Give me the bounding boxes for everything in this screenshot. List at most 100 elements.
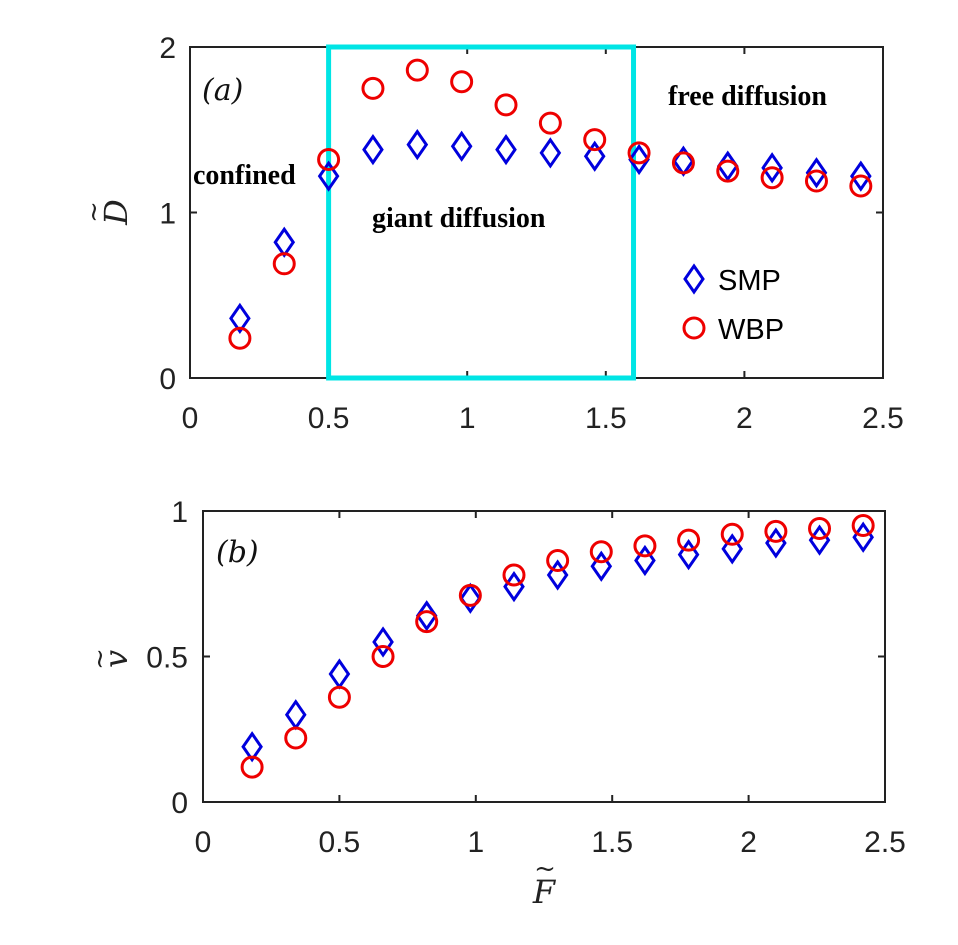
panel-a-x-tick-label: 0.5 (308, 402, 350, 435)
annotation-giant-diffusion: giant diffusion (372, 203, 546, 234)
data-point-wbp (808, 516, 832, 540)
data-point-wbp (677, 528, 701, 552)
data-point-wbp (546, 548, 570, 572)
panel-b-x-tick-label: 0 (195, 826, 212, 859)
data-point-wbp (494, 93, 518, 117)
panel-b: 0 0.5 1 1.5 2 2.5 00.51 (b) v ~ F ~ (85, 496, 906, 911)
data-point-wbp (764, 519, 788, 543)
panel-b-y-ticks: 00.51 (146, 496, 885, 820)
panel-b-xlabel-symbol: F (532, 873, 557, 911)
data-point-smp (590, 550, 613, 582)
data-point-wbp (317, 148, 341, 172)
panel-a-y-tick-label: 1 (159, 198, 176, 231)
panel-b-y-axis-label: v ~ (85, 648, 135, 670)
data-point-smp (415, 600, 438, 632)
annotation-free-diffusion: free diffusion (668, 81, 827, 112)
panel-a-x-tick-label: 0 (182, 402, 199, 435)
panel-b-ylabel-symbol: v (97, 650, 135, 668)
data-point-smp (362, 133, 384, 166)
panel-b-x-tick-label: 1.5 (591, 826, 633, 859)
data-point-wbp (760, 166, 784, 190)
data-point-wbp (228, 326, 252, 350)
panel-a-y-tick-label: 0 (159, 363, 176, 396)
data-point-wbp (284, 726, 308, 750)
panel-a-data-points (228, 58, 873, 350)
data-point-wbp (851, 514, 875, 538)
panel-b-x-ticks: 0 0.5 1 1.5 2 2.5 (195, 511, 906, 859)
data-point-smp (852, 521, 875, 553)
data-point-smp (241, 731, 263, 763)
data-point-smp (284, 699, 307, 731)
panel-b-x-tick-label: 2.5 (864, 826, 906, 859)
data-point-wbp (272, 252, 296, 276)
legend-label-smp: SMP (718, 265, 781, 297)
legend-smp-diamond-marker (683, 263, 705, 295)
legend-wbp-circle-marker (682, 316, 706, 340)
data-point-smp (406, 129, 429, 161)
highlight-rectangle (326, 44, 637, 381)
data-point-smp (805, 157, 828, 189)
panel-b-x-tick-label: 2 (740, 826, 757, 859)
data-point-wbp (361, 76, 385, 100)
data-point-smp (628, 143, 650, 176)
data-point-smp (583, 140, 606, 172)
data-point-wbp (405, 58, 429, 82)
data-point-smp (721, 533, 744, 565)
panel-b-x-tick-label: 1 (467, 826, 484, 859)
panel-b-y-tick-label: 0.5 (146, 642, 188, 675)
panel-a-ylabel-tilde: ~ (79, 201, 109, 223)
panel-b-ylabel-tilde: ~ (85, 648, 115, 670)
data-point-smp (372, 626, 394, 658)
data-point-smp (849, 160, 872, 192)
data-point-smp (503, 571, 525, 603)
data-point-wbp (583, 128, 607, 152)
panel-b-data-points (240, 514, 875, 779)
panel-a-x-tick-label: 1.5 (585, 402, 627, 435)
data-point-wbp (327, 685, 351, 709)
panel-a-ylabel-symbol: D (97, 199, 135, 226)
data-point-smp (761, 152, 783, 184)
data-point-wbp (240, 755, 264, 779)
data-point-smp (273, 226, 296, 258)
panel-a-x-tick-label: 2 (736, 402, 753, 435)
data-point-smp (677, 539, 700, 571)
data-point-smp (328, 658, 351, 690)
data-point-smp (450, 130, 473, 162)
data-point-smp (546, 559, 569, 591)
data-point-wbp (458, 583, 482, 607)
annotation-confined: confined (193, 160, 296, 191)
panel-a-y-tick-label: 2 (159, 32, 176, 65)
panel-a-x-ticks: 0 0.5 1 1.5 2 2.5 (182, 47, 904, 435)
giant-diffusion-highlight-box (326, 44, 637, 381)
data-point-wbp (720, 522, 744, 546)
panel-b-axes-box (202, 510, 886, 803)
data-point-smp (229, 302, 251, 335)
legend: SMP WBP (682, 263, 784, 346)
data-point-smp (317, 160, 340, 192)
data-point-wbp (450, 70, 474, 94)
data-point-wbp (502, 563, 526, 587)
data-point-wbp (849, 174, 873, 198)
data-point-smp (765, 527, 787, 559)
panel-b-label: (b) (216, 535, 259, 570)
data-point-smp (808, 524, 831, 556)
data-point-smp (539, 137, 562, 169)
data-point-smp (459, 582, 482, 614)
data-point-wbp (633, 534, 657, 558)
panel-b-x-tick-label: 0.5 (319, 826, 361, 859)
panel-a-x-tick-label: 1 (459, 402, 476, 435)
panel-b-y-tick-label: 0 (171, 787, 188, 820)
panel-b-xlabel-tilde: ~ (534, 854, 556, 884)
legend-label-wbp: WBP (718, 314, 784, 346)
panel-a-label: (a) (202, 73, 243, 108)
data-point-wbp (804, 169, 828, 193)
panel-a: 0 0.5 1 1.5 2 2.5 0 1 2 (a) confined giant diff… (79, 32, 904, 435)
panel-a-x-tick-label: 2.5 (862, 402, 904, 435)
data-point-wbp (671, 151, 695, 175)
panel-b-y-tick-label: 1 (171, 496, 188, 529)
data-point-wbp (371, 645, 395, 668)
panel-a-y-ticks: 0 1 2 (159, 32, 883, 396)
panel-a-y-axis-label: D ~ (79, 199, 135, 226)
data-point-smp (495, 133, 517, 166)
